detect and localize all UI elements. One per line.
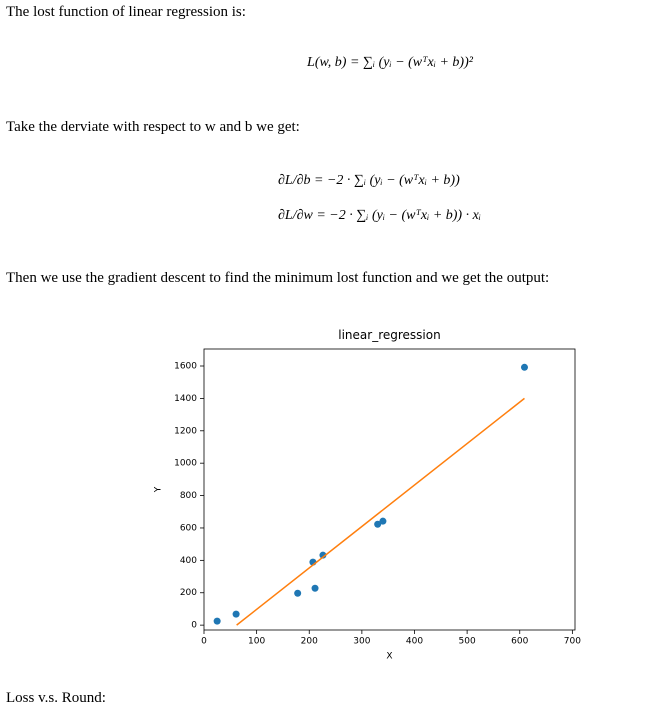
x-tick-label: 200 <box>301 637 318 647</box>
x-tick-label: 500 <box>459 637 476 647</box>
y-tick-label: 1400 <box>174 394 197 404</box>
y-tick-label: 800 <box>180 491 197 501</box>
point <box>232 610 240 618</box>
y-tick-label: 1000 <box>174 459 197 469</box>
paragraph: The lost function of linear regression i… <box>6 4 246 20</box>
y-tick-label: 1200 <box>174 426 197 436</box>
point <box>294 589 302 597</box>
y-tick-label: 0 <box>191 621 197 631</box>
point <box>319 551 327 559</box>
y-tick-label: 1600 <box>174 362 197 372</box>
equation: L(w, b) = ∑ᵢ (yᵢ − (wᵀxᵢ + b))² <box>306 55 474 70</box>
x-tick-label: 600 <box>511 637 528 647</box>
paragraph: Then we use the gradient descent to find… <box>6 270 549 286</box>
x-tick-label: 100 <box>248 637 265 647</box>
x-tick-label: 400 <box>406 637 423 647</box>
point <box>213 617 221 625</box>
point <box>379 517 387 525</box>
equation: ∂L/∂w = −2 · ∑ᵢ (yᵢ − (wᵀxᵢ + b)) · xᵢ <box>278 208 481 223</box>
x-tick-label: 0 <box>201 637 207 647</box>
paragraph: Loss v.s. Round: <box>6 690 106 706</box>
y-tick-label: 400 <box>180 556 197 566</box>
chart: 0 100 200 300 400 500 600 700 0 200 400 600 800 1000 1… <box>154 328 582 662</box>
point <box>374 520 382 528</box>
x-tick-label: 300 <box>353 637 370 647</box>
y-axis-label: Y <box>154 486 164 493</box>
point <box>311 584 319 592</box>
y-tick-label: 600 <box>180 523 197 533</box>
paragraph: Take the derviate with respect to w and … <box>6 119 300 135</box>
x-tick-label: 700 <box>564 637 581 647</box>
y-tick-label: 200 <box>180 588 197 598</box>
point <box>520 363 528 371</box>
x-axis-label: X <box>386 652 392 662</box>
chart-title: linear_regression <box>338 328 440 342</box>
plot-frame <box>203 348 576 631</box>
regression-line <box>236 397 525 626</box>
equation: ∂L/∂b = −2 · ∑ᵢ (yᵢ − (wᵀxᵢ + b)) <box>278 173 460 188</box>
